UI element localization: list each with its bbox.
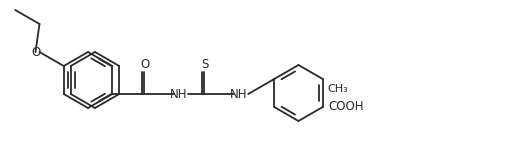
Text: NH: NH xyxy=(169,88,187,102)
Text: COOH: COOH xyxy=(328,100,364,114)
Text: S: S xyxy=(201,59,209,71)
Text: O: O xyxy=(140,59,149,71)
Text: NH: NH xyxy=(229,88,246,102)
Text: CH₃: CH₃ xyxy=(327,84,348,94)
Text: O: O xyxy=(31,47,40,59)
